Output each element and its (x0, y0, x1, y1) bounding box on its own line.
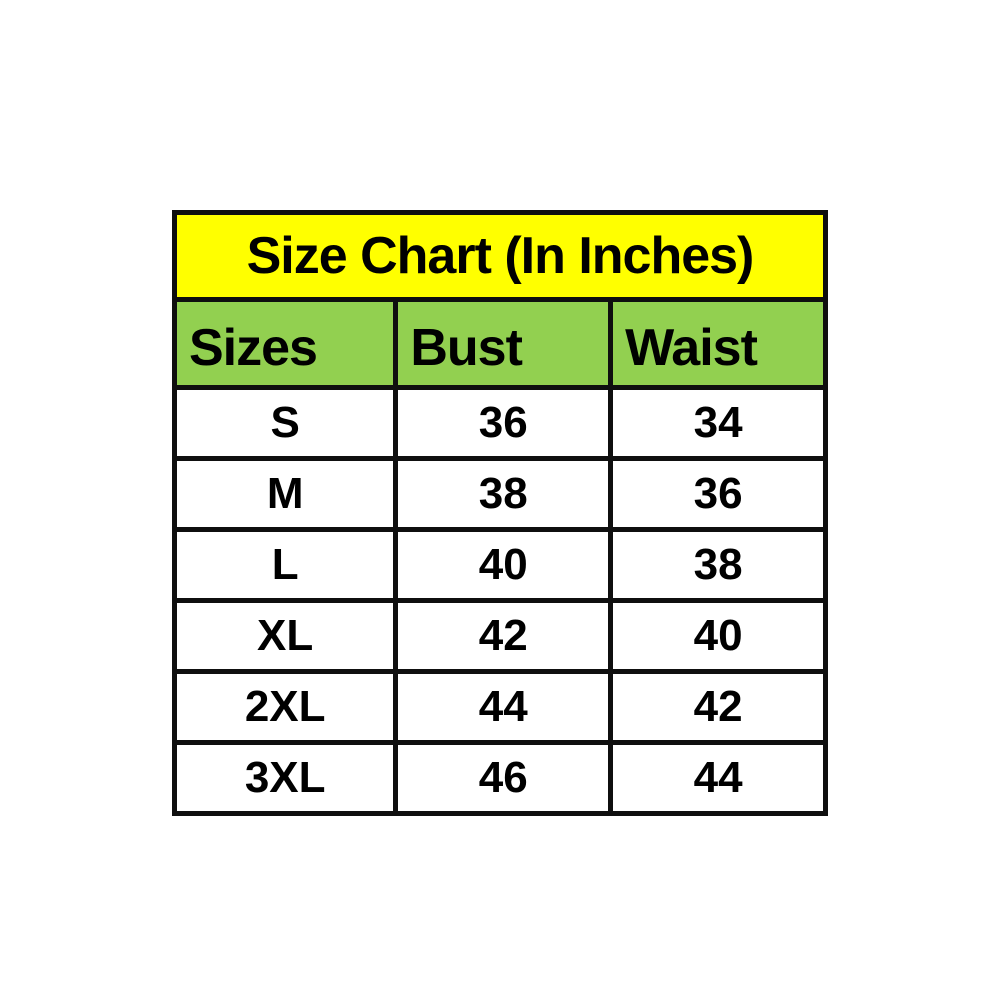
size-cell: L (171, 527, 399, 603)
table-row-m: M 38 36 (171, 456, 828, 532)
size-cell: XL (171, 598, 399, 674)
size-cell: M (171, 456, 399, 532)
bust-cell: 36 (393, 385, 614, 461)
bust-cell: 38 (393, 456, 614, 532)
size-chart-table: Size Chart (In Inches) Sizes Bust Waist … (171, 210, 828, 816)
bust-cell: 42 (393, 598, 614, 674)
table-row-2xl: 2XL 44 42 (171, 669, 828, 745)
column-header-waist: Waist (608, 297, 828, 390)
table-row-xl: XL 42 40 (171, 598, 828, 674)
waist-cell: 34 (608, 385, 828, 461)
size-chart-title: Size Chart (In Inches) (172, 210, 828, 302)
table-row-3xl: 3XL 46 44 (171, 740, 828, 816)
waist-cell: 36 (608, 456, 828, 532)
waist-cell: 44 (608, 740, 828, 816)
bust-cell: 44 (393, 669, 614, 745)
title-row: Size Chart (In Inches) (172, 210, 828, 302)
table-row-s: S 36 34 (171, 385, 828, 461)
waist-cell: 38 (608, 527, 828, 603)
table-row-l: L 40 38 (171, 527, 828, 603)
column-header-bust: Bust (393, 297, 614, 390)
bust-cell: 46 (393, 740, 614, 816)
header-row: Sizes Bust Waist (171, 297, 828, 390)
bust-cell: 40 (393, 527, 614, 603)
waist-cell: 40 (608, 598, 828, 674)
size-cell: 3XL (171, 740, 399, 816)
size-cell: S (171, 385, 399, 461)
size-cell: 2XL (171, 669, 399, 745)
waist-cell: 42 (608, 669, 828, 745)
column-header-sizes: Sizes (171, 297, 399, 390)
